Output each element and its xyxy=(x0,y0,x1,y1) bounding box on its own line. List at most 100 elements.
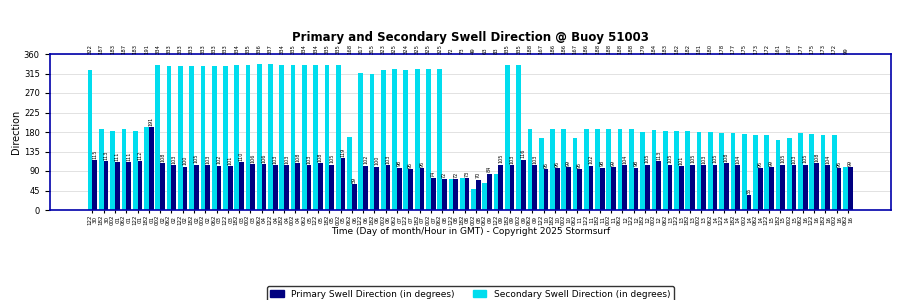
Y-axis label: Direction: Direction xyxy=(11,110,21,154)
Bar xyxy=(386,165,391,210)
Bar xyxy=(814,163,819,210)
Text: 95: 95 xyxy=(577,161,582,167)
Bar xyxy=(701,165,706,210)
Text: 105: 105 xyxy=(780,154,785,163)
Bar xyxy=(629,128,634,210)
Bar xyxy=(291,65,295,210)
Bar xyxy=(464,178,469,210)
Text: 110: 110 xyxy=(238,152,244,161)
X-axis label: Time (Day of month/Hour in GMT) - Copyright 2025 Stormsurf: Time (Day of month/Hour in GMT) - Copyri… xyxy=(330,227,610,236)
Bar xyxy=(764,136,770,210)
Bar xyxy=(201,66,205,210)
Bar xyxy=(313,65,318,210)
Text: 105: 105 xyxy=(645,154,650,163)
Text: 35: 35 xyxy=(746,187,751,194)
Bar xyxy=(111,131,115,210)
Bar xyxy=(640,132,645,210)
Bar xyxy=(645,164,650,210)
Text: 72: 72 xyxy=(442,171,447,178)
Text: 113: 113 xyxy=(656,150,662,160)
Text: 113: 113 xyxy=(104,150,109,160)
Text: 72: 72 xyxy=(454,171,458,178)
Text: 98: 98 xyxy=(397,160,401,166)
Bar xyxy=(358,73,363,210)
Bar xyxy=(803,164,807,210)
Bar xyxy=(697,132,701,210)
Bar xyxy=(663,131,668,210)
Bar xyxy=(521,160,526,210)
Bar xyxy=(731,133,735,210)
Bar xyxy=(539,138,544,210)
Bar xyxy=(550,129,554,210)
Bar xyxy=(223,66,228,210)
Bar xyxy=(674,131,679,210)
Text: 103: 103 xyxy=(284,155,289,164)
Bar xyxy=(719,133,724,210)
Text: 105: 105 xyxy=(194,154,199,163)
Bar xyxy=(415,69,419,210)
Bar xyxy=(437,69,442,210)
Text: 119: 119 xyxy=(340,148,346,157)
Bar xyxy=(517,65,521,210)
Text: 104: 104 xyxy=(735,154,740,164)
Bar xyxy=(505,65,509,210)
Bar xyxy=(217,166,221,210)
Bar xyxy=(340,158,346,210)
Bar xyxy=(302,65,307,210)
Bar xyxy=(256,64,262,210)
Bar xyxy=(273,165,277,210)
Bar xyxy=(442,179,446,210)
Bar xyxy=(166,66,171,210)
Text: 111: 111 xyxy=(115,151,120,160)
Bar xyxy=(122,129,126,210)
Bar xyxy=(205,165,210,210)
Bar xyxy=(171,165,176,210)
Bar xyxy=(126,162,131,210)
Bar xyxy=(189,66,194,210)
Bar xyxy=(825,165,830,210)
Bar xyxy=(509,165,515,210)
Text: 101: 101 xyxy=(228,156,233,165)
Text: 99: 99 xyxy=(848,160,853,166)
Text: 105: 105 xyxy=(668,154,672,163)
Text: 70: 70 xyxy=(476,172,481,178)
Bar xyxy=(472,189,476,210)
Bar xyxy=(234,65,239,210)
Bar xyxy=(115,162,120,210)
Text: 108: 108 xyxy=(724,152,729,162)
Bar xyxy=(724,163,729,210)
Text: 95: 95 xyxy=(408,161,413,167)
Bar xyxy=(798,133,803,210)
Bar xyxy=(690,164,695,210)
Bar xyxy=(708,132,713,210)
Bar xyxy=(600,167,605,210)
Bar xyxy=(318,163,323,210)
Text: 116: 116 xyxy=(521,149,526,158)
Bar xyxy=(347,137,352,210)
Bar xyxy=(584,129,589,210)
Bar xyxy=(494,174,499,210)
Bar xyxy=(821,135,825,210)
Bar xyxy=(409,169,413,210)
Text: 96: 96 xyxy=(419,161,425,167)
Text: 98: 98 xyxy=(599,160,605,166)
Text: 104: 104 xyxy=(623,154,627,164)
Text: 105: 105 xyxy=(690,154,695,163)
Bar xyxy=(499,164,503,210)
Bar xyxy=(837,168,842,210)
Bar xyxy=(776,140,780,210)
Bar xyxy=(178,66,183,210)
Bar xyxy=(352,184,356,210)
Bar xyxy=(228,166,232,210)
Text: 96: 96 xyxy=(554,161,560,167)
Bar xyxy=(792,165,796,210)
Bar xyxy=(88,70,93,210)
Text: 103: 103 xyxy=(509,155,515,164)
Bar xyxy=(431,178,436,210)
Bar xyxy=(617,128,623,210)
Text: 103: 103 xyxy=(701,155,706,164)
Bar xyxy=(554,168,560,210)
Bar xyxy=(426,69,431,210)
Text: 106: 106 xyxy=(250,153,256,163)
Text: 108: 108 xyxy=(814,152,819,162)
